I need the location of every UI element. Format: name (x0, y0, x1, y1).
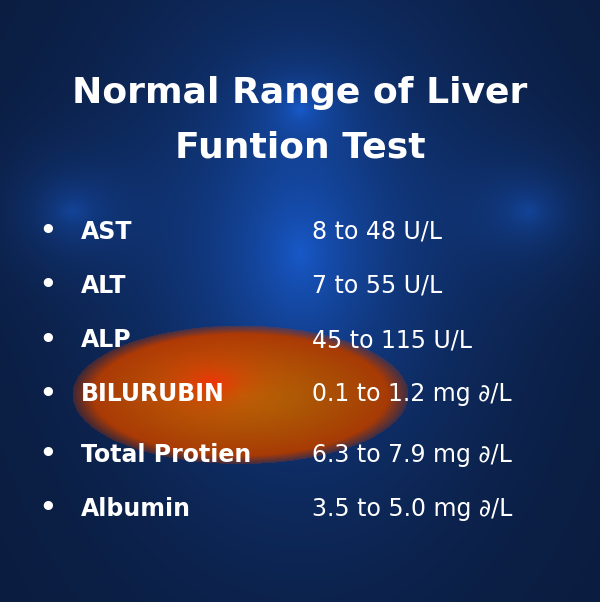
Text: 45 to 115 U/L: 45 to 115 U/L (312, 328, 472, 352)
Text: •: • (38, 379, 58, 410)
Text: •: • (38, 439, 58, 470)
Text: Funtion Test: Funtion Test (175, 131, 425, 164)
Text: ALP: ALP (81, 328, 131, 352)
Text: ALT: ALT (81, 274, 127, 298)
Text: •: • (38, 270, 58, 302)
Text: •: • (38, 324, 58, 356)
Text: 0.1 to 1.2 mg ∂/L: 0.1 to 1.2 mg ∂/L (312, 382, 512, 406)
Text: 6.3 to 7.9 mg ∂/L: 6.3 to 7.9 mg ∂/L (312, 442, 512, 467)
Text: Total Protien: Total Protien (81, 442, 251, 467)
Text: •: • (38, 216, 58, 247)
Text: 3.5 to 5.0 mg ∂/L: 3.5 to 5.0 mg ∂/L (312, 497, 512, 521)
Text: 7 to 55 U/L: 7 to 55 U/L (312, 274, 442, 298)
Text: Normal Range of Liver: Normal Range of Liver (73, 76, 527, 110)
Text: 8 to 48 U/L: 8 to 48 U/L (312, 220, 442, 244)
Text: Albumin: Albumin (81, 497, 191, 521)
Text: AST: AST (81, 220, 133, 244)
Text: •: • (38, 493, 58, 524)
Text: BILURUBIN: BILURUBIN (81, 382, 225, 406)
